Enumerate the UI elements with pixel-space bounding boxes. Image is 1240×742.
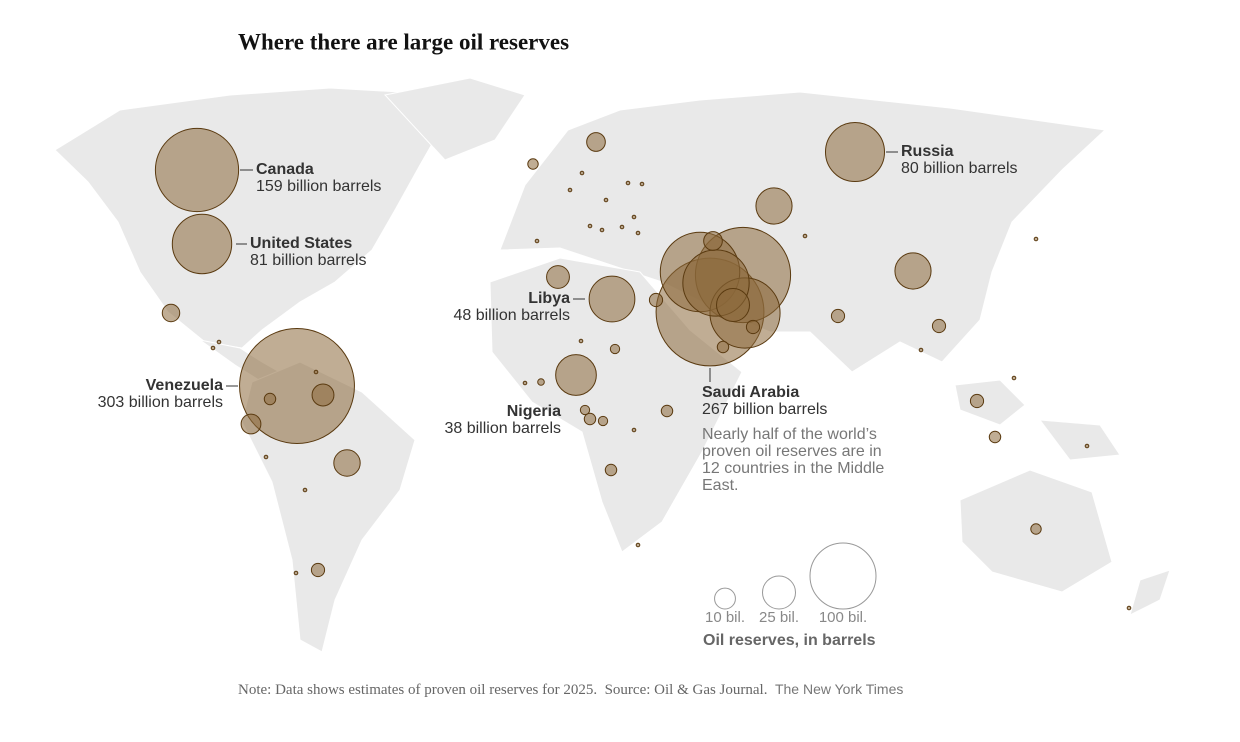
bubble — [918, 347, 924, 353]
value-label: 38 billion barrels — [444, 420, 561, 437]
bubble — [239, 328, 355, 444]
bubble — [546, 265, 570, 289]
legend-circle — [714, 587, 736, 610]
bubble — [635, 230, 641, 236]
legend-circle — [762, 575, 796, 610]
bubble — [588, 275, 636, 323]
annotation: Nearly half of the world’s proven oil re… — [702, 426, 885, 494]
bubble — [522, 380, 528, 386]
bubble — [216, 339, 222, 345]
source: Source: Oil & Gas Journal. — [604, 682, 768, 698]
footer: Note: Data shows estimates of proven oil… — [238, 679, 998, 700]
bubble — [716, 340, 730, 354]
bubble — [534, 238, 540, 244]
country-name: Nigeria — [507, 403, 561, 420]
bubble — [154, 127, 240, 213]
bubble — [161, 303, 181, 323]
bubble — [703, 231, 723, 251]
bubble — [586, 132, 606, 152]
bubble — [597, 415, 609, 427]
value-label: 303 billion barrels — [98, 394, 223, 411]
bubble — [830, 308, 846, 324]
bubble — [567, 187, 573, 193]
bubble — [313, 369, 319, 375]
bubble — [1033, 236, 1039, 242]
bubble — [171, 213, 233, 275]
country-name: Canada — [256, 161, 314, 178]
bubble — [555, 354, 597, 396]
bubble — [537, 378, 545, 386]
bubble — [578, 338, 584, 344]
bubble — [527, 158, 539, 170]
bubble — [302, 487, 308, 493]
legend-circle — [809, 542, 877, 610]
bubble — [639, 181, 645, 187]
bubble — [603, 197, 609, 203]
bubble — [648, 292, 664, 308]
bubble — [894, 252, 932, 290]
country-name: United States — [250, 235, 352, 252]
bubble — [1084, 443, 1090, 449]
bubble — [333, 449, 361, 477]
bubble — [931, 318, 947, 334]
bubble — [293, 570, 299, 576]
country-name: Russia — [901, 143, 954, 160]
bubble — [802, 233, 808, 239]
bubble — [240, 413, 262, 435]
bubble — [579, 404, 591, 416]
value-label: 159 billion barrels — [256, 178, 381, 195]
bubble — [263, 454, 269, 460]
bubble — [583, 412, 597, 426]
credit: The New York Times — [774, 681, 904, 697]
bubble — [1126, 605, 1132, 611]
country-name: Saudi Arabia — [702, 384, 799, 401]
note: Note: Data shows estimates of proven oil… — [238, 682, 598, 698]
bubble — [824, 121, 886, 183]
country-name: Venezuela — [146, 377, 223, 394]
bubble — [599, 227, 605, 233]
bubble — [969, 393, 985, 409]
legend-label: 25 bil. — [759, 609, 799, 626]
bubble — [263, 392, 277, 406]
bubble — [745, 319, 761, 335]
bubble — [1030, 523, 1042, 535]
bubble — [755, 187, 793, 225]
bubble — [210, 345, 216, 351]
bubble — [631, 214, 637, 220]
bubble — [619, 224, 625, 230]
bubble — [587, 223, 593, 229]
bubble — [716, 288, 750, 322]
bubble — [625, 180, 631, 186]
country-name: Libya — [528, 290, 570, 307]
legend: Oil reserves, in barrels 10 bil. 25 bil. 1… — [703, 542, 877, 649]
value-label: 48 billion barrels — [453, 307, 570, 324]
title: Where there are large oil reserves — [238, 29, 569, 54]
legend-label: 10 bil. — [705, 609, 745, 626]
bubble — [579, 170, 585, 176]
bubble — [631, 427, 637, 433]
bubble — [635, 542, 641, 548]
bubble — [311, 383, 335, 407]
bubble — [1011, 375, 1017, 381]
bubble — [609, 343, 621, 355]
bubble — [310, 562, 326, 578]
value-label: 81 billion barrels — [250, 252, 367, 269]
bubble — [660, 404, 674, 418]
bubble — [604, 463, 618, 477]
value-label: 80 billion barrels — [901, 160, 1018, 177]
bubbles — [154, 121, 1132, 611]
legend-title: Oil reserves, in barrels — [703, 632, 876, 649]
legend-label: 100 bil. — [819, 609, 867, 626]
value-label: 267 billion barrels — [702, 401, 827, 418]
bubble — [988, 430, 1002, 444]
